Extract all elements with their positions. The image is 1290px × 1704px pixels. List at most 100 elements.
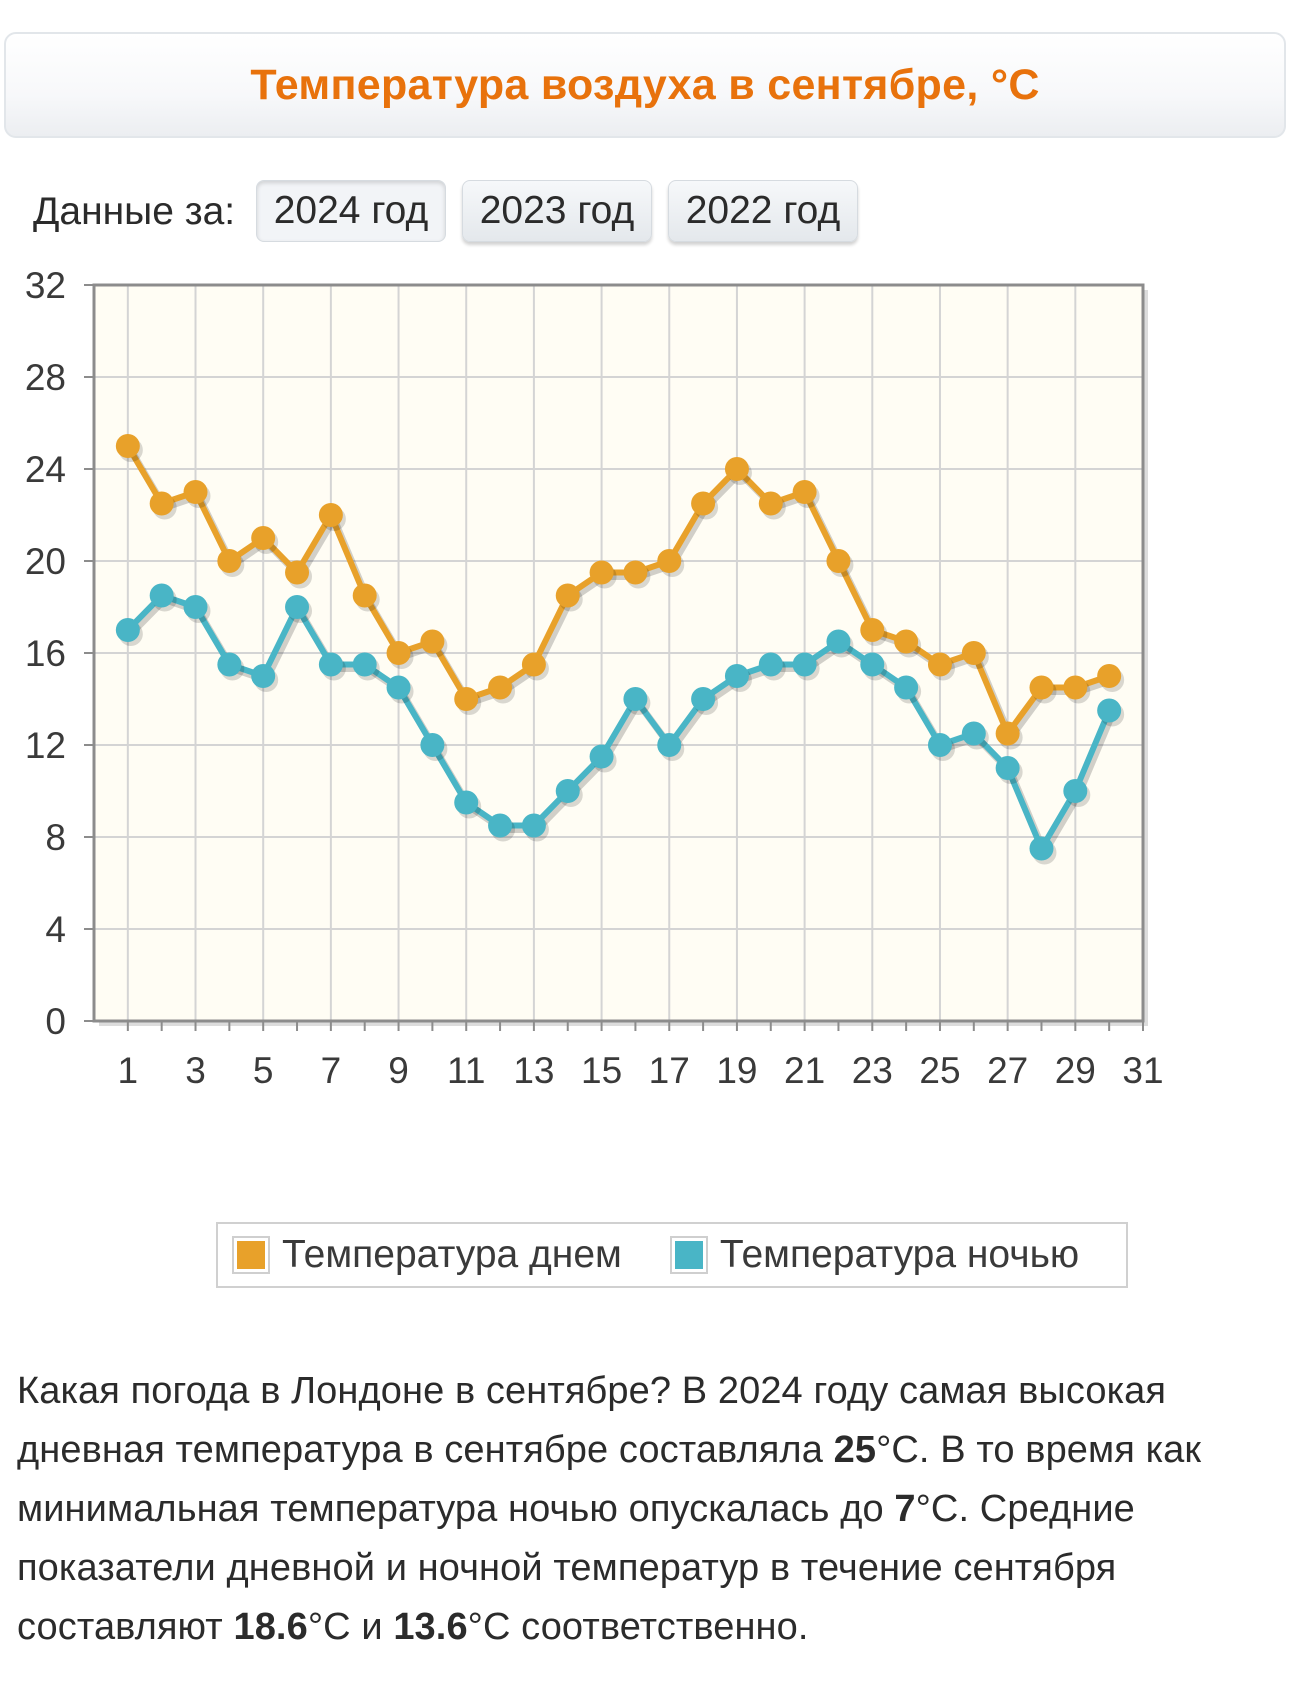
y-tick-label: 24 (25, 449, 66, 490)
data-point-day (826, 549, 851, 573)
chart-title-bar: Температура воздуха в сентябре, °C (4, 32, 1286, 138)
data-point-day (623, 560, 648, 585)
x-tick-label: 25 (919, 1050, 960, 1091)
data-point-night (792, 652, 817, 677)
x-tick-label: 21 (784, 1050, 825, 1091)
data-point-night (927, 733, 952, 757)
data-point-night (961, 721, 986, 746)
data-point-day (1063, 675, 1088, 700)
data-point-day (691, 491, 716, 516)
data-point-night (623, 687, 648, 711)
data-point-day (318, 503, 343, 527)
chart-legend: Температура днем Температура ночью (216, 1222, 1128, 1288)
data-point-night (521, 813, 546, 838)
x-tick-label: 29 (1055, 1050, 1096, 1091)
data-point-night (1029, 836, 1054, 861)
data-point-night (691, 687, 716, 711)
x-tick-label: 11 (447, 1050, 485, 1091)
description-text-5: °C соответственно. (467, 1606, 809, 1648)
temperature-chart: 0 4 8 12 16 20 24 28 32 1 3 5 7 9 11 13 15 17 19 21 23 25 27 29… (0, 260, 1290, 1200)
data-point-day (894, 629, 919, 654)
x-tick-label: 17 (649, 1050, 690, 1091)
page-title: Температура воздуха в сентябре, °C (250, 60, 1040, 109)
data-point-day (149, 491, 174, 516)
data-point-day (488, 675, 513, 700)
data-point-day (792, 480, 817, 504)
data-point-day (961, 641, 986, 665)
x-tick-label: 19 (716, 1050, 757, 1091)
data-point-day (183, 480, 208, 504)
y-tick-label: 4 (45, 909, 66, 950)
data-point-night (318, 652, 343, 677)
y-tick-label: 32 (25, 265, 66, 306)
x-tick-label: 7 (321, 1050, 342, 1091)
data-point-night (894, 675, 919, 700)
data-point-day (657, 549, 682, 573)
data-point-day (995, 721, 1020, 746)
description-text-2: °C. В то время как минимальная температу… (17, 1429, 1202, 1530)
data-point-night (352, 652, 377, 677)
legend-label-day: Температура днем (282, 1233, 622, 1276)
weather-description: Какая погода в Лондоне в сентябре? В 202… (17, 1362, 1267, 1657)
data-point-day (758, 491, 783, 516)
y-tick-label: 16 (25, 633, 66, 674)
data-point-night (488, 813, 513, 838)
x-tick-label: 15 (581, 1050, 622, 1091)
data-point-day (521, 652, 546, 677)
avg-day-temp: 18.6 (233, 1606, 308, 1648)
data-point-day (251, 526, 276, 550)
x-tick-label: 5 (253, 1050, 274, 1091)
avg-night-temp: 13.6 (393, 1606, 468, 1648)
year-selector: Данные за: 2024 год 2023 год 2022 год (0, 176, 1290, 246)
legend-swatch-night (669, 1236, 708, 1274)
y-tick-label: 12 (25, 725, 66, 766)
data-point-night (1097, 698, 1122, 723)
data-point-day (927, 652, 952, 677)
y-tick-label: 28 (25, 357, 66, 398)
data-point-night (285, 595, 310, 619)
x-tick-label: 13 (513, 1050, 554, 1091)
data-point-night (657, 733, 682, 757)
data-point-day (352, 583, 377, 608)
x-tick-label: 1 (118, 1050, 139, 1091)
data-point-day (217, 549, 242, 573)
data-point-night (826, 629, 851, 654)
data-point-day (386, 641, 411, 665)
data-point-day (420, 629, 445, 654)
legend-item-day[interactable]: Температура днем (232, 1233, 622, 1277)
x-tick-label: 31 (1122, 1050, 1163, 1091)
x-tick-label: 9 (388, 1050, 409, 1091)
data-point-night (758, 652, 783, 677)
max-day-temp: 25 (833, 1429, 877, 1471)
data-point-night (420, 733, 445, 757)
data-point-day (285, 560, 310, 585)
year-button-2022[interactable]: 2022 год (668, 180, 858, 242)
description-text-3: °C. Средние показатели дневной и ночной … (17, 1488, 1135, 1648)
legend-swatch-day (232, 1236, 270, 1274)
legend-item-night[interactable]: Температура ночью (669, 1233, 1079, 1277)
y-tick-label: 8 (45, 817, 66, 858)
year-button-2023[interactable]: 2023 год (462, 180, 652, 242)
year-button-2024[interactable]: 2024 год (256, 180, 446, 242)
data-point-day (860, 618, 885, 642)
data-point-night (860, 652, 885, 677)
data-point-night (1063, 779, 1088, 803)
data-point-day (1029, 675, 1054, 700)
data-point-night (555, 779, 580, 803)
year-selector-label: Данные за: (33, 190, 236, 233)
data-point-night (217, 652, 242, 677)
data-point-night (995, 756, 1020, 780)
data-point-night (724, 664, 749, 688)
min-night-temp: 7 (894, 1488, 916, 1530)
y-tick-label: 20 (25, 541, 66, 582)
data-point-day (555, 583, 580, 608)
data-point-day (1097, 664, 1122, 688)
data-point-night (115, 618, 140, 642)
y-tick-label: 0 (45, 1001, 66, 1042)
data-point-night (589, 744, 614, 769)
data-point-day (589, 560, 614, 585)
data-point-night (251, 664, 276, 688)
data-point-day (724, 457, 749, 481)
description-text-4: °C и (307, 1606, 394, 1648)
